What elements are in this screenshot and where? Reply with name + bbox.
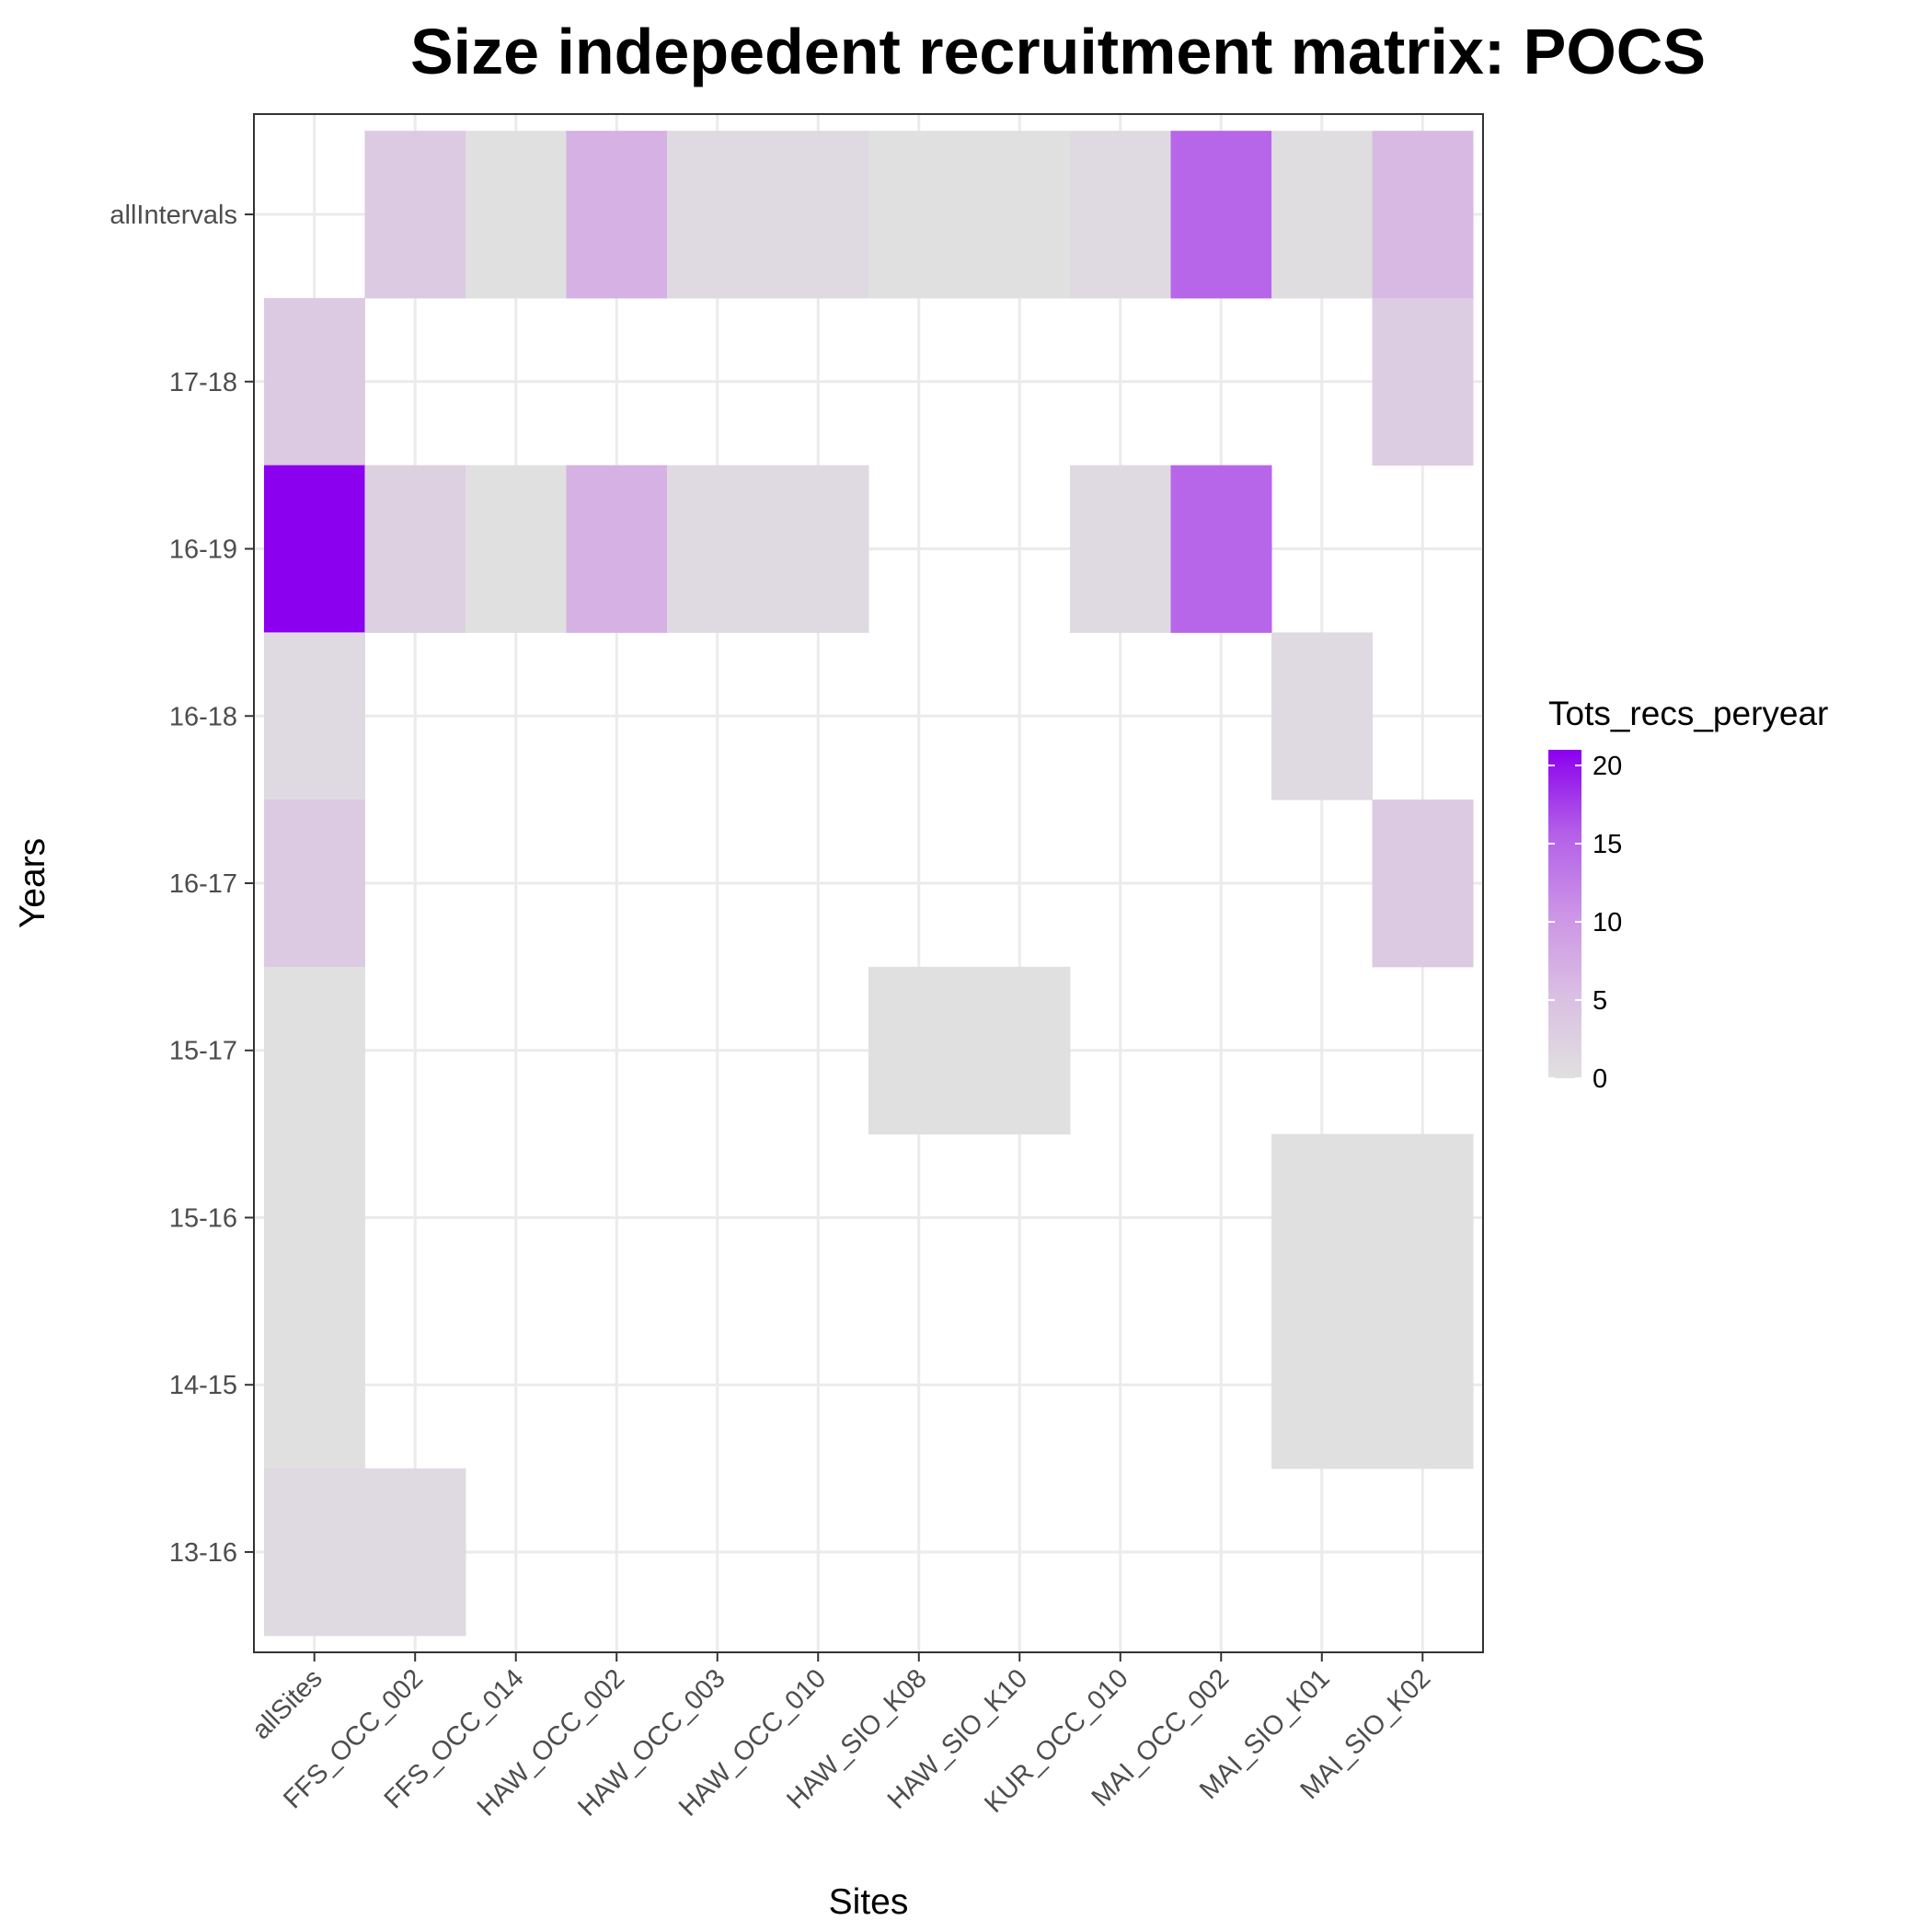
- heatmap-cell: [767, 465, 869, 633]
- y-tick-label: 13-16: [169, 1538, 237, 1568]
- y-axis: allIntervals 17-18 16-19 16-18 16-17 15-17 15-…: [109, 201, 254, 1568]
- heatmap-cells: [263, 131, 1474, 1637]
- legend-tick-label: 20: [1593, 752, 1622, 781]
- legend-title: Tots_recs_peryear: [1548, 695, 1828, 732]
- heatmap-cell: [263, 799, 365, 968]
- chart-title: Size indepedent recruitment matrix: POCS: [410, 16, 1706, 87]
- x-axis-title: Sites: [829, 1882, 909, 1922]
- y-tick-label: 16-18: [169, 702, 237, 731]
- heatmap-cell: [263, 465, 365, 633]
- heatmap-cell: [465, 131, 567, 299]
- x-axis: allSitesFFS_OCC_002FFS_OCC_014HAW_OCC_00…: [247, 1652, 1436, 1823]
- y-tick-label: 15-17: [169, 1037, 237, 1066]
- heatmap-cell: [263, 1301, 365, 1469]
- heatmap-cell: [1070, 131, 1172, 299]
- heatmap-cell: [364, 1468, 466, 1637]
- heatmap-cell: [666, 131, 768, 299]
- heatmap-cell: [1271, 131, 1374, 299]
- heatmap-cell: [1372, 297, 1474, 466]
- heatmap-cell: [566, 131, 668, 299]
- heatmap-cell: [263, 632, 365, 800]
- y-axis-title: Years: [13, 838, 52, 928]
- y-tick-label: 15-16: [169, 1203, 237, 1233]
- y-tick-label: allIntervals: [109, 201, 237, 230]
- heatmap-cell: [969, 966, 1071, 1135]
- heatmap-cell: [1271, 1301, 1374, 1469]
- heatmap-cell: [263, 1133, 365, 1302]
- legend: Tots_recs_peryear 0 5 10 15 20: [1548, 695, 1828, 1094]
- legend-ticks: 0 5 10 15 20: [1548, 752, 1622, 1094]
- heatmap-cell: [1372, 1133, 1474, 1302]
- y-tick-label: 16-19: [169, 535, 237, 565]
- plot-area: [253, 113, 1484, 1653]
- legend-tick-label: 5: [1593, 986, 1607, 1016]
- x-tick-label: allSites: [247, 1663, 328, 1745]
- legend-colorbar: [1548, 750, 1581, 1078]
- heatmap-cell: [1372, 799, 1474, 968]
- heatmap-cell: [364, 465, 466, 633]
- legend-tick-label: 10: [1593, 908, 1622, 937]
- y-tick-label: 14-15: [169, 1371, 237, 1400]
- heatmap-cell: [868, 966, 971, 1135]
- y-tick-label: 16-17: [169, 869, 237, 899]
- heatmap-cell: [1170, 131, 1272, 299]
- heatmap-cell: [465, 465, 567, 633]
- heatmap-cell: [1170, 465, 1272, 633]
- heatmap-cell: [1070, 465, 1172, 633]
- heatmap-cell: [1372, 1301, 1474, 1469]
- heatmap-cell: [666, 465, 768, 633]
- heatmap-cell: [263, 1468, 365, 1637]
- heatmap-cell: [969, 131, 1071, 299]
- heatmap-cell: [263, 966, 365, 1135]
- y-tick-label: 17-18: [169, 368, 237, 397]
- heatmap-cell: [1271, 1133, 1374, 1302]
- heatmap-cell: [868, 131, 971, 299]
- legend-tick-label: 0: [1593, 1064, 1607, 1094]
- heatmap-cell: [1372, 131, 1474, 299]
- heatmap-cell: [767, 131, 869, 299]
- heatmap-cell: [566, 465, 668, 633]
- heatmap-cell: [1271, 632, 1374, 800]
- heatmap-cell: [364, 131, 466, 299]
- heatmap-cell: [263, 297, 365, 466]
- legend-tick-label: 15: [1593, 830, 1622, 859]
